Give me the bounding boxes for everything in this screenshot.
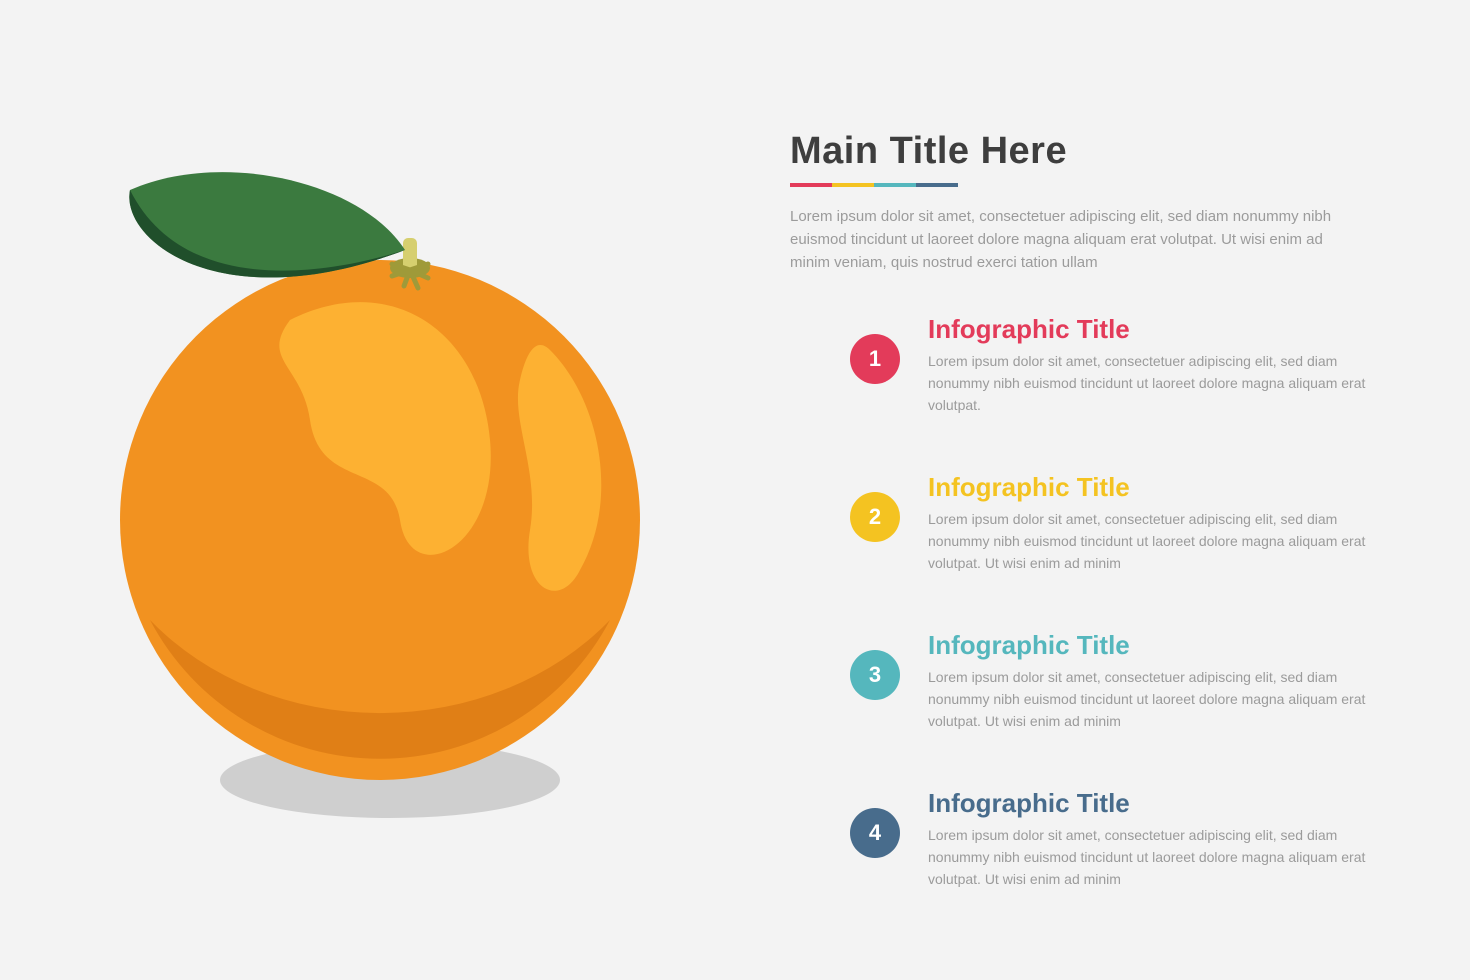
underline-seg-2 xyxy=(832,183,874,187)
list-item: 1 Infographic Title Lorem ipsum dolor si… xyxy=(850,314,1380,416)
item-title-4: Infographic Title xyxy=(928,788,1380,819)
number-badge-3: 3 xyxy=(850,650,900,700)
underline-seg-4 xyxy=(916,183,958,187)
underline-seg-1 xyxy=(790,183,832,187)
item-title-2: Infographic Title xyxy=(928,472,1380,503)
item-body: Infographic Title Lorem ipsum dolor sit … xyxy=(928,788,1380,890)
illustration-panel xyxy=(0,0,760,980)
content-panel: Main Title Here Lorem ipsum dolor sit am… xyxy=(760,50,1470,931)
infographic-stage: Main Title Here Lorem ipsum dolor sit am… xyxy=(0,0,1470,980)
item-title-3: Infographic Title xyxy=(928,630,1380,661)
number-badge-4: 4 xyxy=(850,808,900,858)
item-desc-2: Lorem ipsum dolor sit amet, consectetuer… xyxy=(928,509,1380,574)
item-body: Infographic Title Lorem ipsum dolor sit … xyxy=(928,314,1380,416)
underline-seg-3 xyxy=(874,183,916,187)
items-list: 1 Infographic Title Lorem ipsum dolor si… xyxy=(790,314,1380,890)
leaf-icon xyxy=(129,172,405,277)
title-underline xyxy=(790,183,1380,187)
item-desc-3: Lorem ipsum dolor sit amet, consectetuer… xyxy=(928,667,1380,732)
number-badge-1: 1 xyxy=(850,334,900,384)
item-desc-1: Lorem ipsum dolor sit amet, consectetuer… xyxy=(928,351,1380,416)
number-badge-2: 2 xyxy=(850,492,900,542)
item-desc-4: Lorem ipsum dolor sit amet, consectetuer… xyxy=(928,825,1380,890)
list-item: 2 Infographic Title Lorem ipsum dolor si… xyxy=(850,472,1380,574)
item-body: Infographic Title Lorem ipsum dolor sit … xyxy=(928,630,1380,732)
item-body: Infographic Title Lorem ipsum dolor sit … xyxy=(928,472,1380,574)
list-item: 4 Infographic Title Lorem ipsum dolor si… xyxy=(850,788,1380,890)
orange-fruit-icon xyxy=(60,120,700,880)
list-item: 3 Infographic Title Lorem ipsum dolor si… xyxy=(850,630,1380,732)
item-title-1: Infographic Title xyxy=(928,314,1380,345)
main-title: Main Title Here xyxy=(790,130,1380,173)
intro-text: Lorem ipsum dolor sit amet, consectetuer… xyxy=(790,205,1350,275)
